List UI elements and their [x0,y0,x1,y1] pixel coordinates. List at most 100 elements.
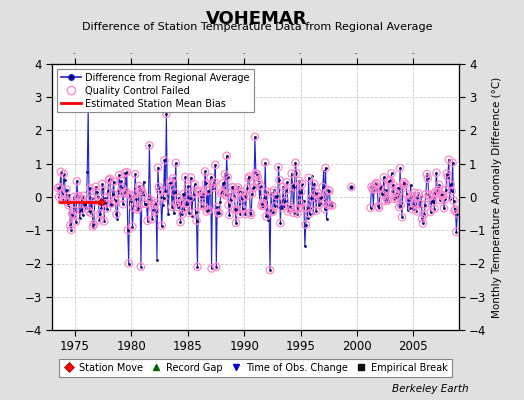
Point [106,176,114,182]
Point [202,180,210,187]
Point [221,171,229,178]
Point [70,194,78,200]
Point [158,222,166,229]
Point [260,195,268,201]
Point [450,207,458,214]
Point [238,206,247,212]
Point [85,208,93,214]
Point [439,192,447,198]
Point [307,194,315,201]
Point [294,205,302,212]
Point [192,218,201,224]
Point [302,204,311,211]
Text: Berkeley Earth: Berkeley Earth [392,384,469,394]
Point [179,191,188,198]
Point [278,205,287,211]
Point [376,185,384,192]
Point [422,191,430,198]
Point [239,194,248,201]
Point [287,206,295,212]
Point [373,181,381,187]
Point [204,207,213,213]
Point [436,197,444,203]
Point [90,221,98,228]
Point [209,181,217,188]
Point [190,181,199,188]
Point [425,194,434,200]
Point [171,189,179,196]
Point [256,183,265,189]
Point [63,199,72,205]
Point [184,183,192,190]
Point [392,195,400,201]
Point [127,193,136,200]
Point [396,165,405,171]
Point [191,209,200,216]
Point [319,184,327,190]
Point [105,177,113,183]
Point [266,267,274,273]
Point [58,191,66,197]
Point [55,194,63,200]
Point [421,201,429,208]
Point [367,184,376,190]
Point [135,183,143,189]
Point [223,174,232,180]
Point [228,184,236,190]
Point [249,185,257,192]
Point [290,184,299,190]
Point [262,213,270,220]
Point [268,209,276,215]
Point [430,205,439,212]
Point [242,211,250,217]
Point [371,186,379,193]
Point [220,190,228,196]
Point [431,189,440,195]
Point [120,190,128,197]
Point [145,142,154,149]
Point [386,178,395,184]
Point [244,175,253,182]
Point [111,197,119,204]
Point [259,202,268,209]
Point [453,210,462,217]
Point [452,229,461,235]
Point [423,175,432,182]
Point [151,208,159,214]
Point [108,190,117,197]
Point [72,218,80,225]
Point [78,196,86,202]
Point [91,198,99,204]
Point [234,184,242,191]
Text: Difference of Station Temperature Data from Regional Average: Difference of Station Temperature Data f… [82,22,432,32]
Point [110,178,118,185]
Point [96,210,105,217]
Point [79,192,88,199]
Point [62,186,71,193]
Point [449,160,457,166]
Point [321,165,330,171]
Point [315,202,323,208]
Point [428,199,436,206]
Point [269,208,277,215]
Point [257,203,266,209]
Point [397,202,405,208]
Point [398,214,406,220]
Point [386,178,394,184]
Point [429,190,438,197]
Point [206,174,215,181]
Point [393,192,401,199]
Point [283,179,291,186]
Point [144,195,152,202]
Point [136,186,144,192]
Point [73,178,81,184]
Point [312,208,320,214]
Point [370,182,378,189]
Point [119,201,127,208]
Point [395,204,403,210]
Point [94,198,103,205]
Point [451,206,460,212]
Point [261,159,269,166]
Point [190,190,198,197]
Point [246,209,254,216]
